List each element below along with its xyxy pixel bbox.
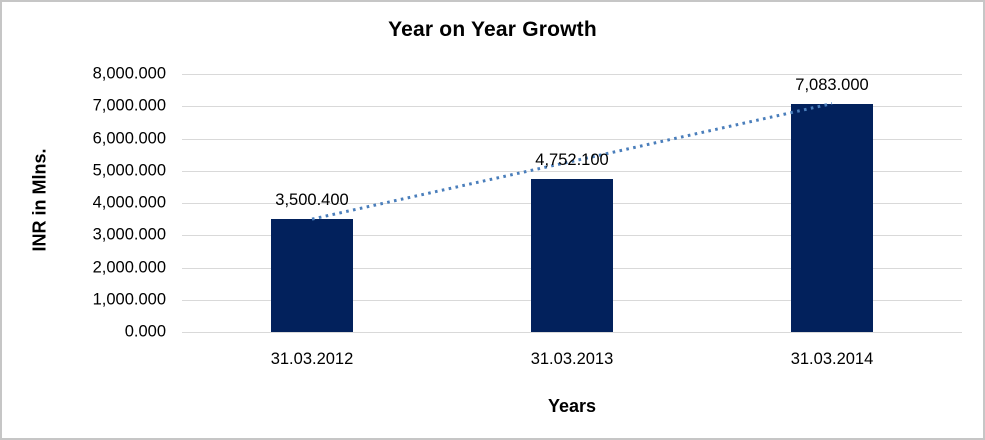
gridline: [182, 170, 962, 172]
bar-31.03.2013: [531, 178, 613, 332]
gridline: [182, 74, 962, 75]
y-tick-label: 5,000.000: [92, 161, 166, 180]
trendline: [311, 102, 833, 221]
y-axis-title: INR in Mlns.: [29, 148, 50, 252]
data-label: 3,500.400: [275, 191, 349, 210]
y-tick-label: 2,000.000: [92, 258, 166, 276]
y-tick-label: 4,000.000: [92, 193, 166, 212]
data-label: 4,752.100: [535, 150, 609, 169]
plot-area: 3,500.400 4,752.100 7,083.000: [182, 74, 962, 333]
y-tick-label: 3,000.000: [92, 225, 166, 244]
gridline: [182, 106, 962, 108]
x-tick-label: 31.03.2012: [270, 350, 354, 368]
bar-31.03.2012: [271, 219, 353, 332]
y-tick-label: 6,000.000: [92, 129, 166, 147]
data-label: 7,083.000: [795, 75, 869, 94]
x-tick-label: 31.03.2013: [530, 350, 614, 368]
y-tick-label: 0.000: [124, 322, 166, 341]
y-tick-label: 7,000.000: [92, 96, 166, 115]
bar-31.03.2014: [791, 103, 873, 332]
x-axis-line: [182, 332, 962, 333]
gridline: [182, 138, 962, 140]
x-axis-title: Years: [547, 396, 597, 416]
y-tick-label: 1,000.000: [92, 290, 166, 309]
chart-title: Year on Year Growth: [388, 18, 597, 41]
y-tick-label: 8,000.000: [92, 64, 166, 83]
x-tick-label: 31.03.2014: [790, 350, 874, 368]
